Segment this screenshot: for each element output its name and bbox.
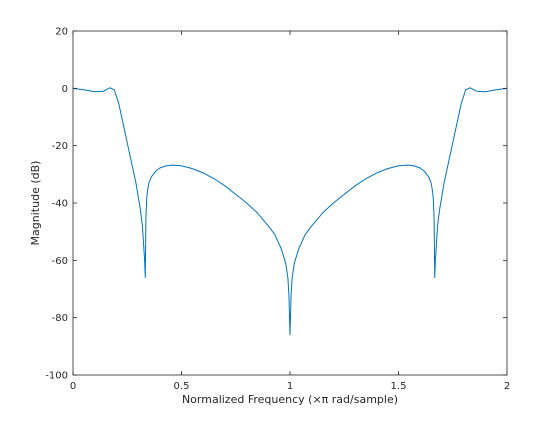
y-tick-label: -40	[52, 199, 68, 210]
x-tick-label: 0	[70, 381, 76, 392]
x-tick-label: 2	[504, 381, 510, 392]
x-axis-label: Normalized Frequency (×π rad/sample)	[182, 393, 398, 406]
series-layer	[72, 87, 508, 336]
y-tick-label: -80	[52, 313, 68, 324]
y-tick-label: -100	[45, 371, 68, 382]
magnitude-response-line	[72, 87, 508, 336]
tick-layer: 0 0.5 1 1.5 2 -100 -80 -60 -40 -20 0 20	[45, 27, 510, 393]
y-tick-label: -60	[52, 256, 68, 267]
y-axis-label: Magnitude (dB)	[29, 161, 42, 246]
y-tick-label: -20	[52, 141, 68, 152]
x-tick-label: 1.5	[391, 381, 407, 392]
x-tick-label: 1	[287, 381, 293, 392]
axes-box	[72, 30, 508, 376]
x-tick-label: 0.5	[174, 381, 190, 392]
y-tick-label: 0	[62, 84, 68, 95]
y-tick-label: 20	[55, 27, 68, 38]
